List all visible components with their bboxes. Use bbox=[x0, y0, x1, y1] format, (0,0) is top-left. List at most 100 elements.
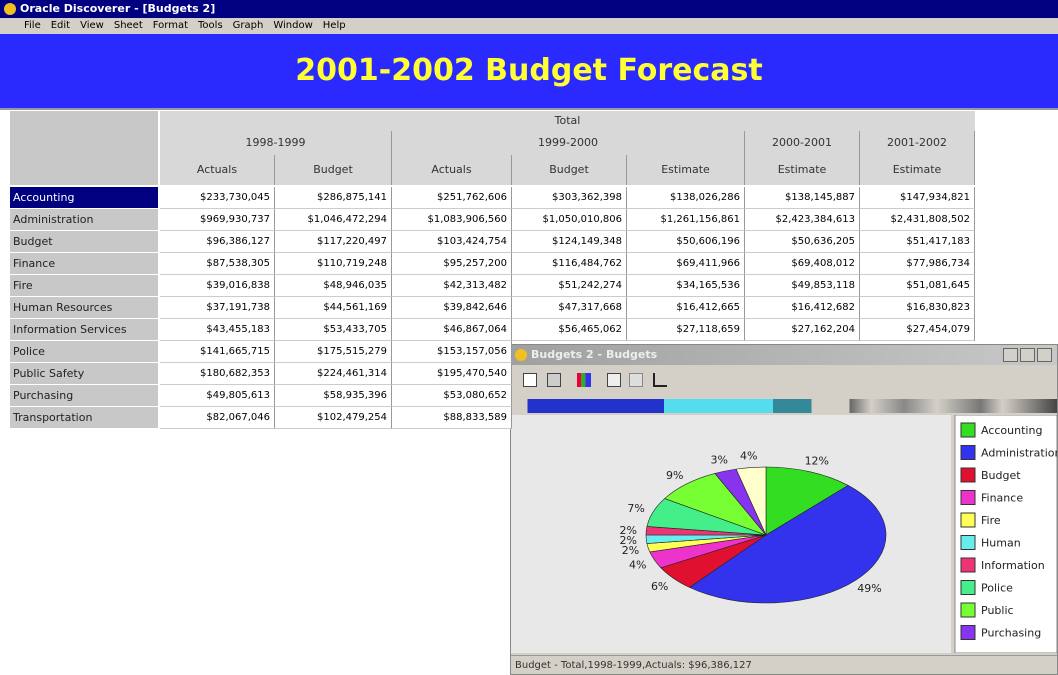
menu-item[interactable]: Window bbox=[273, 20, 313, 31]
cell[interactable]: $77,986,734 bbox=[860, 253, 975, 275]
cell[interactable]: $141,665,715 bbox=[160, 341, 275, 363]
cell[interactable]: $16,412,682 bbox=[745, 297, 860, 319]
row-label[interactable]: Police bbox=[10, 341, 158, 363]
row-label[interactable]: Transportation bbox=[10, 407, 158, 429]
cell[interactable]: $27,454,079 bbox=[860, 319, 975, 341]
cell[interactable]: $233,730,045 bbox=[160, 187, 275, 209]
cell[interactable]: $39,016,838 bbox=[160, 275, 275, 297]
cell[interactable]: $47,317,668 bbox=[512, 297, 627, 319]
cell[interactable]: $1,083,906,560 bbox=[392, 209, 512, 231]
cell[interactable]: $16,830,823 bbox=[860, 297, 975, 319]
cell[interactable]: $102,479,254 bbox=[275, 407, 392, 429]
maximize-button[interactable] bbox=[1020, 348, 1035, 362]
cell[interactable]: $138,145,887 bbox=[745, 187, 860, 209]
cell[interactable]: $48,946,035 bbox=[275, 275, 392, 297]
cell[interactable]: $195,470,540 bbox=[392, 363, 512, 385]
cell[interactable]: $37,191,738 bbox=[160, 297, 275, 319]
menu-item[interactable]: Graph bbox=[232, 20, 264, 31]
cell[interactable]: $110,719,248 bbox=[275, 253, 392, 275]
cell[interactable]: $27,162,204 bbox=[745, 319, 860, 341]
row-label[interactable]: Human Resources bbox=[10, 297, 158, 319]
cell[interactable]: $117,220,497 bbox=[275, 231, 392, 253]
cell[interactable]: $51,417,183 bbox=[860, 231, 975, 253]
cell[interactable]: $51,242,274 bbox=[512, 275, 627, 297]
cell[interactable]: $34,165,536 bbox=[627, 275, 745, 297]
cell[interactable]: $51,081,645 bbox=[860, 275, 975, 297]
pie-slice bbox=[735, 466, 767, 536]
cell[interactable]: $103,424,754 bbox=[392, 231, 512, 253]
year-header: 2000-2001 bbox=[745, 131, 860, 155]
menu-item[interactable]: Tools bbox=[198, 20, 223, 31]
cell[interactable]: $1,046,472,294 bbox=[275, 209, 392, 231]
toolbar-button[interactable] bbox=[523, 373, 537, 387]
cell[interactable]: $2,431,808,502 bbox=[860, 209, 975, 231]
menu-item[interactable]: View bbox=[80, 20, 104, 31]
cell[interactable]: $39,842,646 bbox=[392, 297, 512, 319]
measure-header: Budget bbox=[512, 155, 627, 185]
row-label[interactable]: Finance bbox=[10, 253, 158, 275]
cell[interactable]: $49,805,613 bbox=[160, 385, 275, 407]
cell[interactable]: $58,935,396 bbox=[275, 385, 392, 407]
cell[interactable]: $69,408,012 bbox=[745, 253, 860, 275]
cell[interactable]: $2,423,384,613 bbox=[745, 209, 860, 231]
cell[interactable]: $53,080,652 bbox=[392, 385, 512, 407]
cell[interactable]: $50,636,205 bbox=[745, 231, 860, 253]
row-label[interactable]: Administration bbox=[10, 209, 158, 231]
cell[interactable]: $138,026,286 bbox=[627, 187, 745, 209]
cell[interactable]: $1,261,156,861 bbox=[627, 209, 745, 231]
toolbar-button[interactable] bbox=[629, 373, 643, 387]
cell[interactable]: $147,934,821 bbox=[860, 187, 975, 209]
legend-label: Administration bbox=[981, 447, 1057, 460]
cell[interactable]: $116,484,762 bbox=[512, 253, 627, 275]
menu-item[interactable]: Edit bbox=[50, 20, 71, 31]
cell[interactable]: $286,875,141 bbox=[275, 187, 392, 209]
pie-slice bbox=[688, 485, 887, 604]
cell[interactable]: $44,561,169 bbox=[275, 297, 392, 319]
row-label[interactable]: Fire bbox=[10, 275, 158, 297]
toolbar-button[interactable] bbox=[607, 373, 621, 387]
cell[interactable]: $969,930,737 bbox=[160, 209, 275, 231]
cell[interactable]: $175,515,279 bbox=[275, 341, 392, 363]
menu-item[interactable]: File bbox=[24, 20, 41, 31]
cell[interactable]: $82,067,046 bbox=[160, 407, 275, 429]
cell[interactable]: $180,682,353 bbox=[160, 363, 275, 385]
cell[interactable]: $251,762,606 bbox=[392, 187, 512, 209]
cell[interactable]: $153,157,056 bbox=[392, 341, 512, 363]
cell[interactable]: $124,149,348 bbox=[512, 231, 627, 253]
cell[interactable]: $95,257,200 bbox=[392, 253, 512, 275]
legend-swatch bbox=[960, 625, 976, 640]
toolbar-button[interactable] bbox=[653, 373, 667, 387]
cell[interactable]: $46,867,064 bbox=[392, 319, 512, 341]
row-label[interactable]: Budget bbox=[10, 231, 158, 253]
row-label[interactable]: Accounting bbox=[10, 187, 158, 209]
row-label[interactable]: Public Safety bbox=[10, 363, 158, 385]
menu-item[interactable]: Sheet bbox=[113, 20, 143, 31]
close-button[interactable] bbox=[1037, 348, 1052, 362]
cell[interactable]: $42,313,482 bbox=[392, 275, 512, 297]
cell[interactable]: $49,853,118 bbox=[745, 275, 860, 297]
measure-header: Actuals bbox=[160, 155, 275, 185]
cell[interactable]: $53,433,705 bbox=[275, 319, 392, 341]
cell[interactable]: $69,411,966 bbox=[627, 253, 745, 275]
color-palette[interactable] bbox=[511, 399, 1057, 413]
cell[interactable]: $56,465,062 bbox=[512, 319, 627, 341]
cell[interactable]: $43,455,183 bbox=[160, 319, 275, 341]
toolbar-button[interactable] bbox=[577, 373, 591, 387]
cell[interactable]: $27,118,659 bbox=[627, 319, 745, 341]
menu-item[interactable]: Help bbox=[322, 20, 346, 31]
row-label[interactable]: Purchasing bbox=[10, 385, 158, 407]
measure-header: Estimate bbox=[627, 155, 745, 185]
minimize-button[interactable] bbox=[1003, 348, 1018, 362]
menu-item[interactable]: Format bbox=[152, 20, 189, 31]
cell[interactable]: $50,606,196 bbox=[627, 231, 745, 253]
cell[interactable]: $303,362,398 bbox=[512, 187, 627, 209]
cell[interactable]: $87,538,305 bbox=[160, 253, 275, 275]
cell[interactable]: $224,461,314 bbox=[275, 363, 392, 385]
toolbar-button[interactable] bbox=[547, 373, 561, 387]
cell[interactable]: $96,386,127 bbox=[160, 231, 275, 253]
cell[interactable]: $1,050,010,806 bbox=[512, 209, 627, 231]
cell[interactable]: $16,412,665 bbox=[627, 297, 745, 319]
row-label[interactable]: Information Services bbox=[10, 319, 158, 341]
measure-header: Actuals bbox=[392, 155, 512, 185]
cell[interactable]: $88,833,589 bbox=[392, 407, 512, 429]
